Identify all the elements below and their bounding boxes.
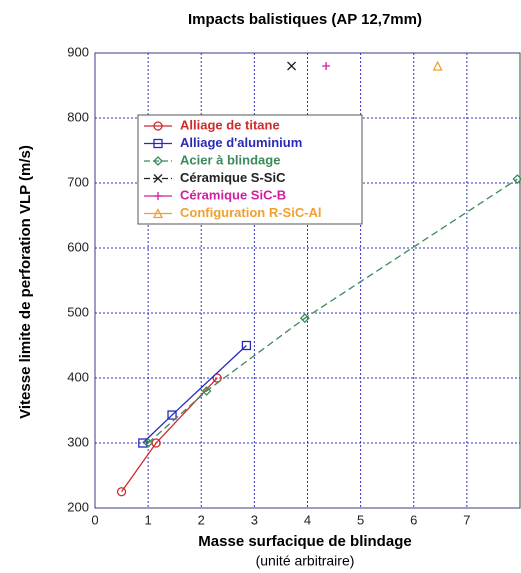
legend-marker	[153, 121, 163, 131]
legend-label: Céramique SiC-B	[180, 187, 286, 202]
legend-label: Configuration R-SiC-Al	[180, 205, 322, 220]
series-line	[121, 377, 218, 493]
data-point	[299, 313, 310, 324]
data-point	[287, 61, 297, 71]
y-tick-label: 200	[67, 499, 89, 514]
x-tick-label: 2	[198, 512, 205, 527]
series-line	[142, 345, 247, 444]
data-point	[138, 438, 148, 448]
data-point-shape	[241, 340, 252, 351]
data-point	[201, 386, 212, 396]
data-point-shape	[299, 313, 310, 324]
legend-marker-shape	[153, 138, 163, 149]
x-tick-label: 3	[251, 512, 258, 527]
data-point-shape	[138, 438, 148, 448]
y-tick-label: 700	[67, 174, 89, 189]
x-tick-label: 4	[304, 512, 311, 527]
data-point-shape	[201, 386, 212, 396]
legend-marker	[153, 156, 163, 166]
data-point	[512, 174, 521, 185]
legend-label: Acier à blindage	[180, 152, 280, 167]
legend-label: Céramique S-SiC	[180, 170, 286, 185]
data-point-shape	[116, 487, 127, 497]
y-tick-label: 300	[67, 434, 89, 449]
data-point	[167, 410, 177, 420]
data-point	[212, 373, 222, 383]
series-line	[147, 178, 518, 444]
x-tick-label: 6	[410, 512, 417, 527]
data-point	[143, 438, 154, 448]
data-point-shape	[143, 438, 154, 448]
x-tick-label: 5	[357, 512, 364, 527]
data-point	[322, 62, 331, 70]
legend-marker-shape	[153, 156, 163, 166]
data-point-shape	[167, 410, 177, 420]
legend-label: Alliage de titane	[180, 117, 280, 132]
data-point-shape	[212, 373, 222, 383]
x-tick-label: 1	[145, 512, 152, 527]
y-axis-label: Vitesse limite de perforation VLP (m/s)	[17, 145, 34, 419]
x-axis-label: Masse surfacique de blindage	[198, 533, 411, 550]
data-point-shape	[287, 61, 297, 71]
y-tick-label: 400	[67, 369, 89, 384]
x-tick-label: 0	[91, 512, 98, 527]
legend-marker	[153, 174, 163, 183]
legend-marker	[153, 138, 163, 149]
data-point-shape	[432, 60, 443, 71]
legend-marker-shape	[153, 174, 163, 183]
y-tick-label: 600	[67, 239, 89, 254]
legend-marker-shape	[154, 192, 162, 200]
legend-marker	[154, 192, 162, 200]
legend-label: Alliage d'aluminium	[180, 135, 302, 150]
legend-marker-shape	[153, 121, 163, 131]
legend-marker-shape	[152, 208, 164, 219]
data-point	[116, 487, 127, 497]
data-point-shape	[512, 174, 521, 185]
y-tick-label: 800	[67, 109, 89, 124]
y-tick-label: 900	[67, 44, 89, 59]
legend-box	[137, 114, 363, 225]
data-point-shape	[322, 62, 331, 70]
data-point	[432, 60, 443, 71]
data-point	[241, 340, 252, 351]
x-tick-label: 7	[463, 512, 470, 527]
y-tick-label: 500	[67, 304, 89, 319]
x-axis-note: (unité arbitraire)	[256, 553, 355, 569]
legend-marker	[152, 208, 164, 219]
chart-title: Impacts balistiques (AP 12,7mm)	[188, 11, 422, 28]
